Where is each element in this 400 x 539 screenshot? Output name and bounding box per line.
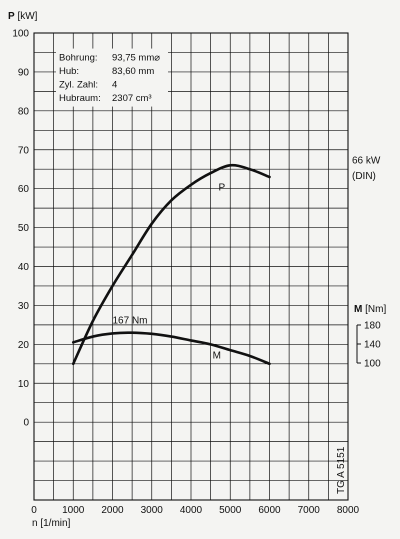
torque-tick-label: 100 (364, 359, 381, 370)
power-curve-label: P (218, 183, 225, 194)
power-max-sub: (DIN) (352, 171, 376, 182)
y-axis-title-torque: M [Nm] (354, 304, 386, 315)
spec-label: Zyl. Zahl: (59, 80, 98, 91)
torque-curve (71, 331, 271, 366)
x-tick-label: 0 (31, 505, 37, 516)
spec-value: 4 (112, 80, 117, 91)
x-tick-label: 2000 (101, 505, 124, 516)
y-tick-label: 60 (18, 184, 30, 195)
y-tick-label: 100 (12, 29, 29, 40)
spec-value: 2307 cm³ (112, 93, 152, 104)
x-tick-label: 7000 (298, 505, 321, 516)
x-tick-label: 1000 (62, 505, 85, 516)
spec-label: Hubraum: (59, 93, 101, 104)
doc-code: TG A 5151 (336, 446, 347, 494)
y-tick-label: 80 (18, 106, 30, 117)
plot-frame (33, 32, 349, 501)
power-max-label: 66 kW (352, 155, 381, 166)
torque-tick-label: 180 (364, 321, 381, 332)
y-tick-label: 50 (18, 223, 30, 234)
x-tick-label: 6000 (258, 505, 281, 516)
power-curve (71, 163, 271, 366)
spec-label: Hub: (59, 66, 79, 77)
y-tick-label: 90 (18, 67, 30, 78)
x-tick-label: 5000 (219, 505, 242, 516)
spec-value: 93,75 mm⌀ (112, 53, 160, 64)
y-tick-label: 0 (23, 418, 29, 429)
y-axis-title-power: P [kW] (8, 11, 38, 22)
spec-label: Bohrung: (59, 53, 98, 64)
y-tick-label: 30 (18, 301, 30, 312)
torque-max-label: 167 Nm (113, 316, 148, 327)
y-tick-label: 10 (18, 379, 30, 390)
spec-value: 83,60 mm (112, 66, 154, 77)
x-axis-title: n [1/min] (32, 518, 71, 529)
y-tick-label: 40 (18, 262, 30, 273)
y-tick-label: 70 (18, 145, 30, 156)
x-tick-label: 8000 (337, 505, 360, 516)
x-tick-label: 4000 (180, 505, 203, 516)
x-tick-label: 3000 (141, 505, 164, 516)
spec-box (56, 48, 168, 107)
y-tick-label: 20 (18, 340, 30, 351)
torque-tick-label: 140 (364, 340, 381, 351)
torque-curve-label: M (213, 351, 221, 362)
